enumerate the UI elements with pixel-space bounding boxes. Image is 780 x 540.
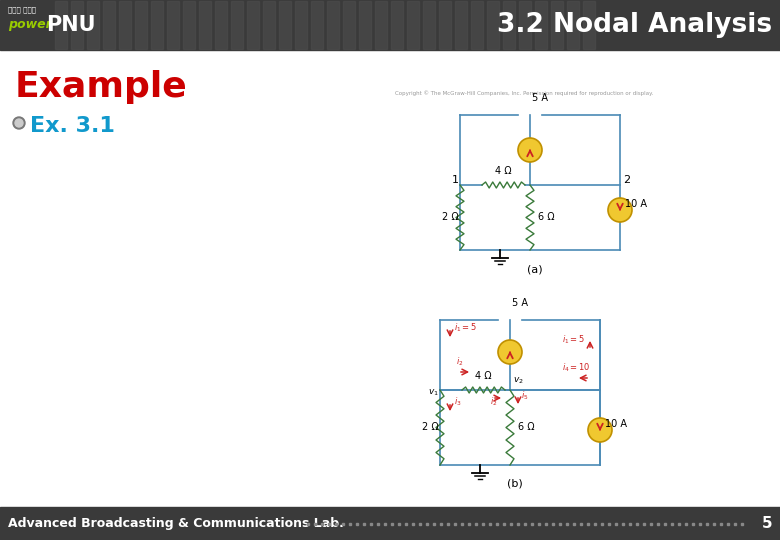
Circle shape: [588, 418, 612, 442]
Text: 5: 5: [761, 516, 772, 531]
Text: $i_3$: $i_3$: [454, 395, 462, 408]
Text: $i_2$: $i_2$: [490, 395, 498, 408]
Bar: [0, 0, 780, 50]
Bar: [519, 1, 531, 49]
Text: $i_4 = 10$: $i_4 = 10$: [562, 361, 590, 374]
Text: 2 Ω: 2 Ω: [422, 422, 438, 433]
Bar: [583, 1, 595, 49]
Text: $i_1 = 5$: $i_1 = 5$: [454, 321, 477, 334]
Text: $i_2$: $i_2$: [456, 355, 463, 368]
Bar: [247, 1, 259, 49]
Text: Copyright © The McGraw-Hill Companies, Inc. Permission required for reproduction: Copyright © The McGraw-Hill Companies, I…: [395, 90, 654, 96]
Bar: [199, 1, 211, 49]
Text: 3.2 Nodal Analysis: 3.2 Nodal Analysis: [497, 12, 772, 38]
Bar: [423, 1, 435, 49]
Text: 5 A: 5 A: [512, 298, 528, 308]
Text: PNU: PNU: [46, 15, 95, 35]
Circle shape: [608, 198, 632, 222]
Text: $v_1$: $v_1$: [428, 388, 439, 399]
Circle shape: [498, 340, 522, 364]
Text: 10 A: 10 A: [605, 419, 627, 429]
Bar: [71, 1, 83, 49]
Circle shape: [13, 117, 25, 129]
Text: 2 Ω: 2 Ω: [442, 213, 459, 222]
Bar: [55, 1, 67, 49]
Text: Example: Example: [15, 70, 188, 104]
Text: power: power: [8, 18, 51, 31]
Text: 1: 1: [452, 175, 459, 185]
Text: $i_5$: $i_5$: [521, 389, 529, 402]
Text: 2: 2: [623, 175, 630, 185]
Bar: [0, 507, 780, 540]
Text: 5 A: 5 A: [532, 93, 548, 103]
Bar: [327, 1, 339, 49]
Bar: [471, 1, 483, 49]
Text: Ex. 3.1: Ex. 3.1: [30, 116, 115, 136]
Bar: [183, 1, 195, 49]
Text: 10 A: 10 A: [625, 199, 647, 209]
Bar: [231, 1, 243, 49]
Text: (b): (b): [507, 479, 523, 489]
Text: 6 Ω: 6 Ω: [518, 422, 534, 433]
Bar: [279, 1, 291, 49]
Bar: [343, 1, 355, 49]
Circle shape: [15, 119, 23, 127]
Bar: [567, 1, 579, 49]
Bar: [535, 1, 547, 49]
Bar: [439, 1, 451, 49]
Text: $i_1 = 5$: $i_1 = 5$: [562, 333, 585, 346]
Text: 4 Ω: 4 Ω: [495, 166, 512, 176]
Bar: [119, 1, 131, 49]
Circle shape: [518, 138, 542, 162]
Bar: [455, 1, 467, 49]
Bar: [295, 1, 307, 49]
Bar: [151, 1, 163, 49]
Text: 4 Ω: 4 Ω: [475, 371, 492, 381]
Bar: [551, 1, 563, 49]
Bar: [359, 1, 371, 49]
Text: (a): (a): [527, 264, 543, 274]
Bar: [87, 1, 99, 49]
Bar: [503, 1, 515, 49]
Bar: [407, 1, 419, 49]
Bar: [263, 1, 275, 49]
Bar: [487, 1, 499, 49]
Bar: [215, 1, 227, 49]
Bar: [167, 1, 179, 49]
Bar: [135, 1, 147, 49]
Text: Advanced Broadcasting & Communications Lab.: Advanced Broadcasting & Communications L…: [8, 517, 344, 530]
Text: 6 Ω: 6 Ω: [538, 213, 555, 222]
Bar: [103, 1, 115, 49]
Text: $v_2$: $v_2$: [513, 375, 523, 386]
Bar: [311, 1, 323, 49]
Text: 세계로 미래로: 세계로 미래로: [8, 6, 36, 12]
Bar: [391, 1, 403, 49]
Bar: [375, 1, 387, 49]
